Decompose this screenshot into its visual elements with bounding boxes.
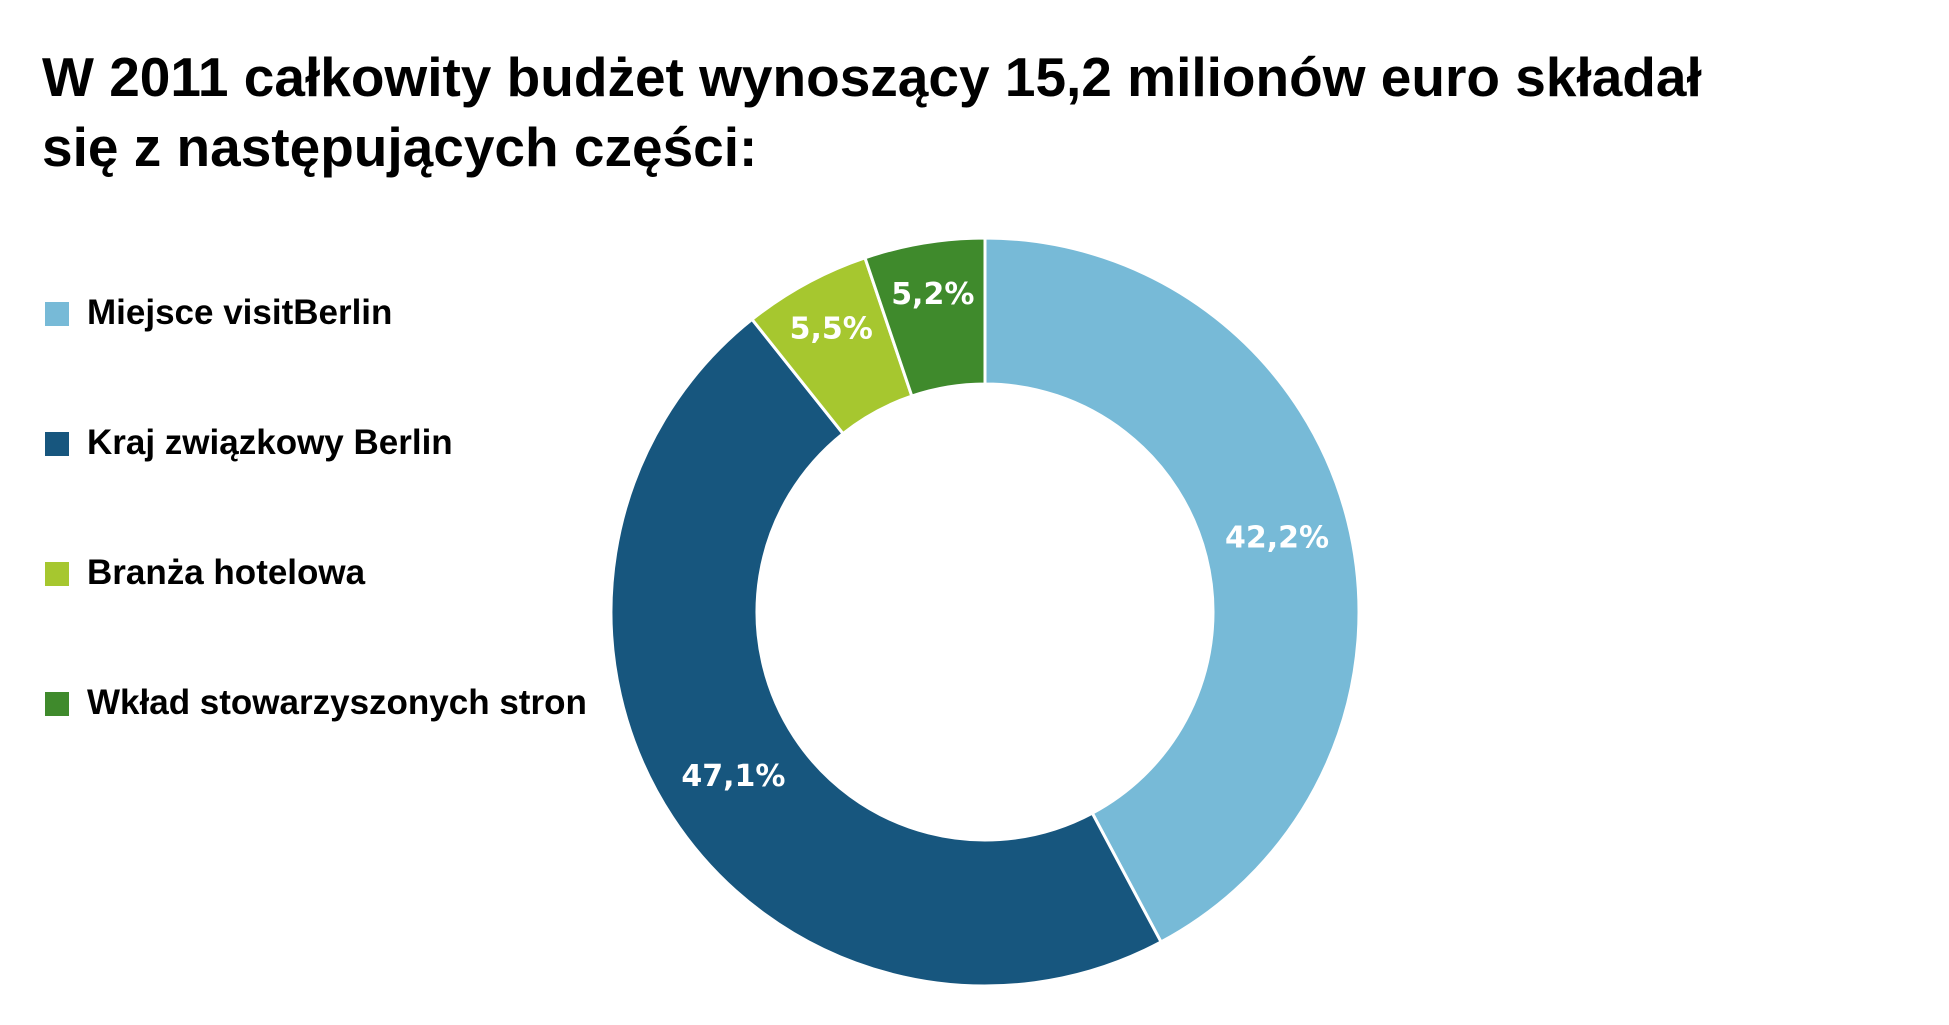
donut-slice: [863, 236, 987, 398]
data-label: 5,2%: [891, 277, 974, 312]
legend-swatch: [45, 692, 69, 716]
legend-swatch: [45, 562, 69, 586]
data-label: 47,1%: [681, 759, 785, 794]
chart-title: W 2011 całkowity budżet wynoszący 15,2 m…: [42, 46, 1702, 178]
legend-label: Kraj związkowy Berlin: [87, 423, 453, 462]
data-label: 5,5%: [790, 312, 873, 347]
legend-label: Branża hotelowa: [87, 553, 366, 592]
legend-label: Miejsce visitBerlin: [87, 293, 393, 332]
legend-label: Wkład stowarzyszonych stron: [87, 683, 587, 722]
legend-swatch: [45, 432, 69, 456]
legend-swatch: [45, 302, 69, 326]
donut-slice: [609, 317, 1164, 988]
data-label: 42,2%: [1225, 520, 1329, 555]
donut-slice: [983, 236, 1361, 945]
